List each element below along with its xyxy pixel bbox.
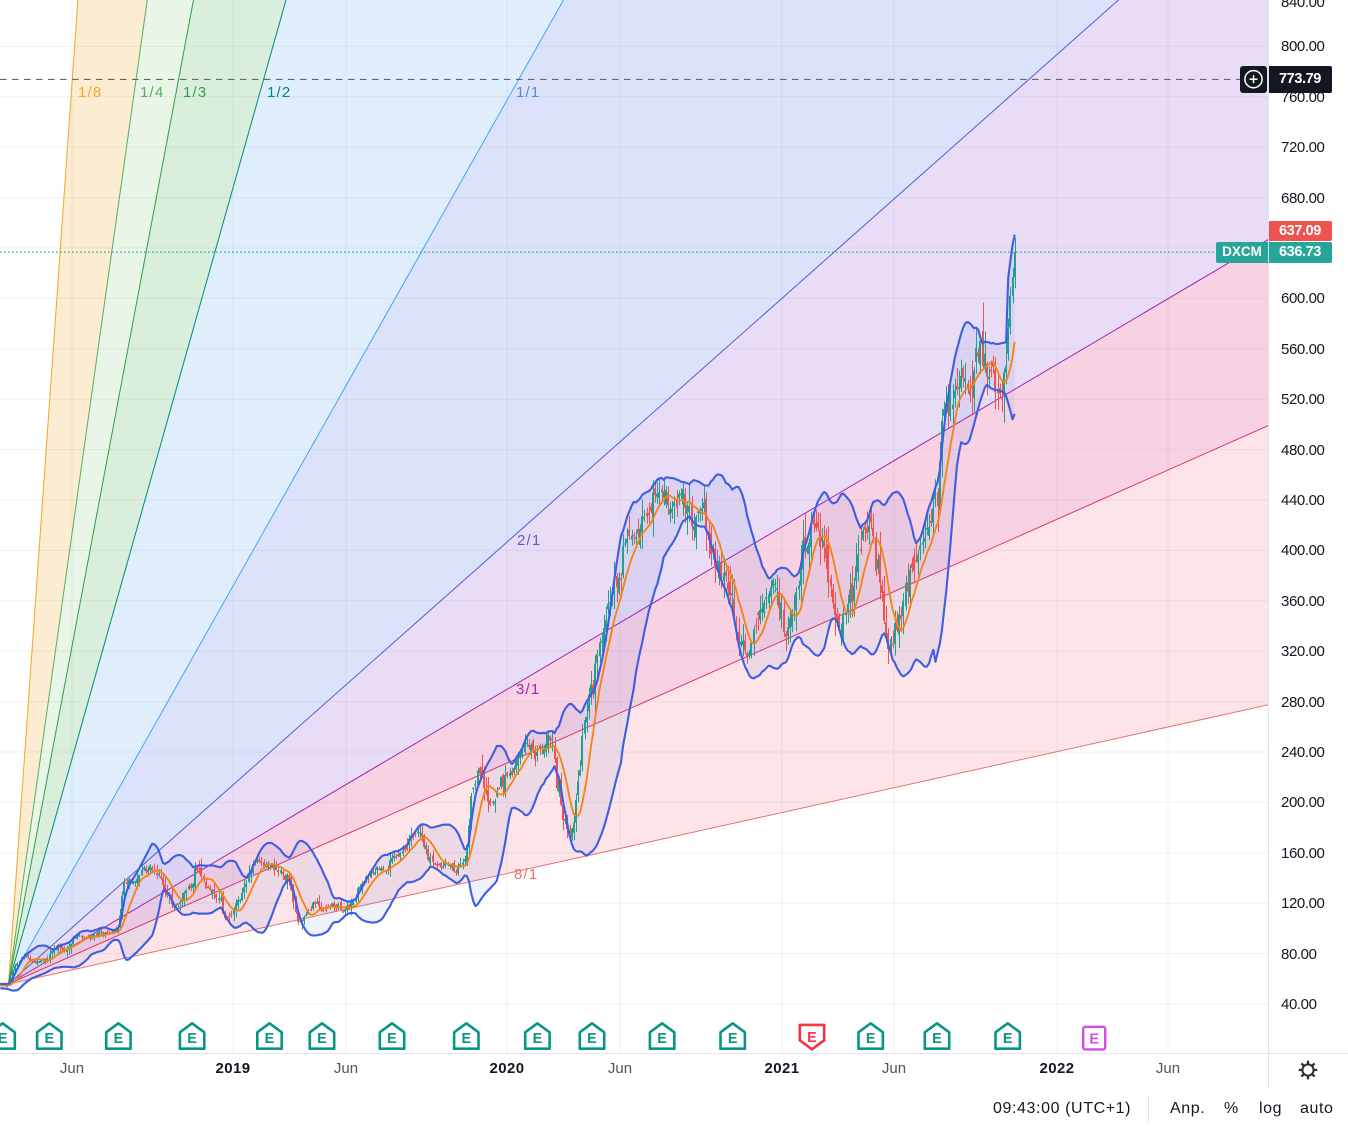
- svg-text:E: E: [866, 1031, 876, 1047]
- svg-text:E: E: [187, 1031, 197, 1047]
- svg-text:3/1: 3/1: [516, 681, 540, 698]
- svg-text:E: E: [0, 1031, 8, 1047]
- svg-text:8/1: 8/1: [514, 866, 538, 883]
- svg-text:E: E: [461, 1031, 471, 1047]
- svg-text:E: E: [807, 1030, 817, 1046]
- svg-text:E: E: [1003, 1031, 1013, 1047]
- svg-text:E: E: [932, 1031, 942, 1047]
- svg-text:1/3: 1/3: [183, 84, 207, 101]
- svg-text:E: E: [44, 1031, 54, 1047]
- svg-text:E: E: [587, 1031, 597, 1047]
- svg-text:1/8: 1/8: [78, 84, 102, 101]
- svg-text:E: E: [1089, 1031, 1099, 1047]
- svg-text:E: E: [265, 1031, 275, 1047]
- svg-text:E: E: [533, 1031, 543, 1047]
- svg-text:E: E: [387, 1031, 397, 1047]
- svg-text:E: E: [114, 1031, 124, 1047]
- svg-text:1/1: 1/1: [516, 84, 540, 101]
- svg-text:1/2: 1/2: [267, 84, 291, 101]
- svg-text:1/4: 1/4: [140, 84, 164, 101]
- svg-text:E: E: [317, 1031, 327, 1047]
- svg-text:2/1: 2/1: [517, 532, 541, 549]
- svg-text:E: E: [728, 1031, 738, 1047]
- svg-text:E: E: [657, 1031, 667, 1047]
